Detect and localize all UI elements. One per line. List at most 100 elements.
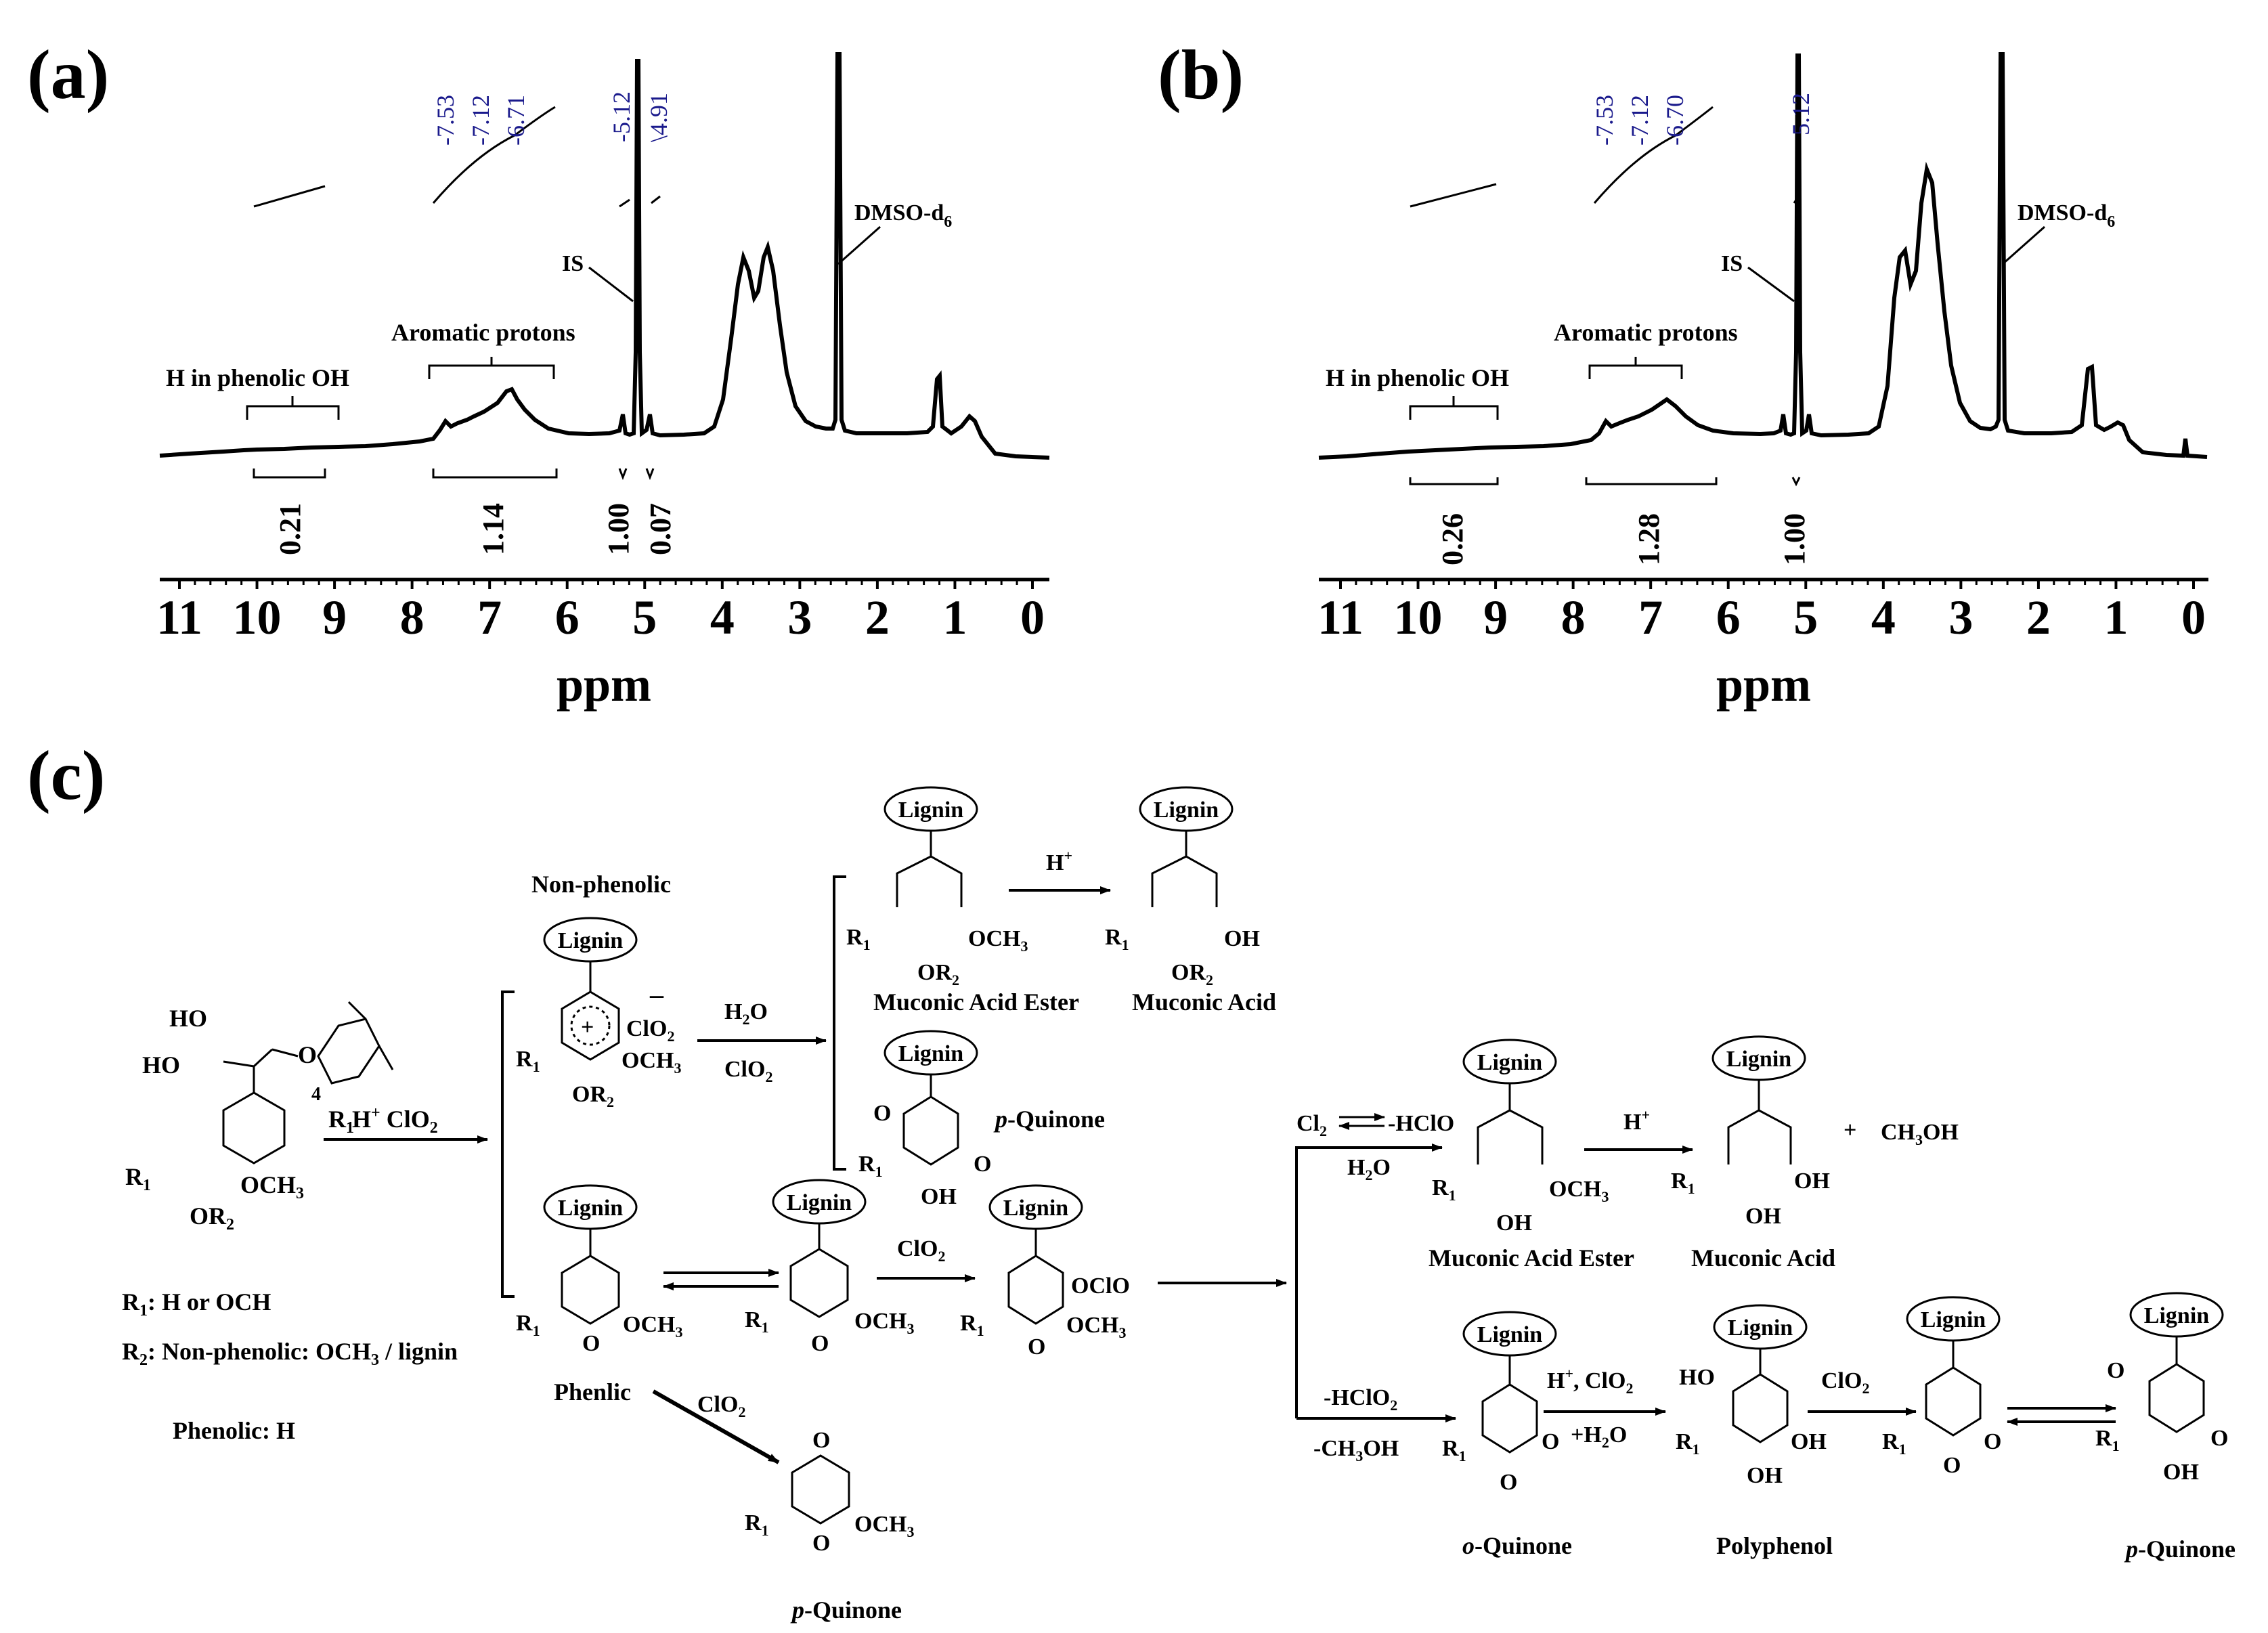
reagent-label: H2O [1347, 1155, 1391, 1183]
x-axis-label-b: ppm [1716, 657, 1811, 712]
integral-curve-b3 [1793, 196, 1800, 204]
r1-label: R1 [1442, 1436, 1466, 1464]
polyphenol-ring [1732, 1349, 1789, 1443]
panel-a: (a) -7.53 -7.12 -6.71 -5.12 \4.91 IS DMS… [27, 36, 1050, 712]
o-label: O [811, 1331, 829, 1356]
integral-value: 0.21 [274, 503, 307, 555]
clo2-label: ClO2 [626, 1016, 674, 1045]
x-tick-label: 11 [1317, 590, 1364, 645]
lignin-label: Lignin [1728, 1315, 1793, 1341]
r1-label: R1 [1676, 1429, 1700, 1458]
ho-label: HO [142, 1051, 180, 1079]
p-quinone-label: p-Quinone [993, 1106, 1105, 1133]
oh-label: OH [2163, 1460, 2199, 1485]
x-axis-label-a: ppm [557, 657, 651, 712]
dmso-label: DMSO-d6 [2018, 200, 2115, 231]
och3-label: OCH3 [1066, 1313, 1126, 1341]
integral-curve-a3 [619, 198, 630, 208]
x-tick-label: 8 [400, 590, 424, 645]
phenlic-label: Phenlic [554, 1378, 631, 1406]
och3-label: OCH3 [968, 926, 1028, 955]
x-tick-label: 6 [1716, 590, 1741, 645]
minus-label: – [649, 979, 664, 1009]
integral-value: 1.00 [1778, 513, 1811, 565]
or2-label: OR2 [572, 1082, 614, 1110]
phenolic-label: H in phenolic OH [1326, 364, 1509, 391]
och3-label: OCH3 [854, 1309, 914, 1337]
reagent-label: H+ [1623, 1106, 1650, 1135]
x-tick-label: 2 [865, 590, 890, 645]
x-tick-label: 9 [322, 590, 347, 645]
or2-label: OR2 [917, 960, 959, 988]
reagent-label: H+ [1046, 847, 1072, 875]
lignin-label: Lignin [787, 1190, 852, 1215]
lignin-label: Lignin [1726, 1047, 1791, 1072]
r1-label: R1 [328, 1106, 354, 1137]
nmr-spectrum-a [159, 52, 1050, 460]
peak-label: -5.12 [608, 91, 635, 142]
or2-label: OR2 [190, 1202, 234, 1234]
starting-lignin-dimer [222, 1001, 394, 1164]
integral-curve-a1 [253, 185, 326, 208]
panel-b: (b) -7.53 -7.12 -6.70 5.12 IS DMSO-d6 Ar… [1158, 36, 2208, 712]
muconic-acid-label: Muconic Acid [1691, 1244, 1835, 1271]
integral-value: 1.28 [1632, 513, 1665, 565]
bracket [501, 990, 515, 1298]
plus-label: + [581, 1015, 594, 1040]
x-tick-label: 7 [1638, 590, 1663, 645]
reagent-label: ClO2 [1821, 1368, 1869, 1397]
o-label: O [2107, 1358, 2124, 1383]
reagent-label: ClO2 [897, 1236, 945, 1265]
ch3oh-label: CH3OH [1881, 1120, 1959, 1148]
legend-phenolic: Phenolic: H [173, 1417, 295, 1444]
o-label: O [1542, 1429, 1559, 1454]
och3-label: OCH3 [621, 1048, 681, 1076]
o-label: O [873, 1101, 891, 1126]
integral-curve-a4 [651, 195, 661, 204]
dmso-leader [2002, 225, 2045, 265]
phenolic-bracket [246, 396, 340, 420]
oh-label: OH [1747, 1463, 1783, 1488]
lignin-label: Lignin [1154, 798, 1219, 823]
oh-label: OH [1745, 1204, 1781, 1229]
is-label: IS [1721, 251, 1743, 276]
och3-label: OCH3 [854, 1512, 914, 1540]
peak-label: -7.12 [1626, 95, 1653, 146]
o-label: O [2210, 1426, 2228, 1451]
r1-label: R1 [846, 925, 871, 953]
peak-label: -6.70 [1661, 95, 1688, 146]
peak-label: \4.91 [645, 93, 672, 142]
panel-b-label: (b) [1158, 36, 1244, 114]
x-tick-label: 4 [1871, 590, 1896, 645]
r1-label: R1 [1882, 1429, 1906, 1458]
dmso-label: DMSO-d6 [854, 200, 952, 231]
r1-label: R1 [858, 1152, 883, 1180]
is-leader [588, 266, 634, 303]
muconic-acid-structure [1727, 1080, 1792, 1164]
integral-bars-b [1409, 477, 1801, 487]
x-tick-label: 2 [2026, 590, 2051, 645]
r1-label: R1 [1432, 1175, 1456, 1204]
phenolic-bracket [1409, 396, 1499, 420]
integral-curve-b2 [1593, 106, 1714, 204]
peak-label: 5.12 [1787, 93, 1814, 135]
o-quinone-ring [1925, 1341, 1982, 1437]
aromatic-label: Aromatic protons [391, 319, 575, 346]
p-quinone-ring [902, 1074, 959, 1166]
panel-c: (c) HO HO O 4 R1 R1 OCH3 OR2 R1: H or OC… [27, 737, 2236, 1624]
muconic-acid-ester-label: Muconic Acid Ester [873, 988, 1079, 1016]
integral-value: 0.07 [644, 503, 677, 555]
o-quinone-ring [789, 1223, 849, 1318]
reagent-label: -CH3OH [1313, 1436, 1399, 1464]
oh-label: OH [1224, 926, 1260, 951]
reagent-label: -HClO [1388, 1111, 1454, 1136]
peak-label: -6.71 [502, 95, 529, 146]
polyphenol-label: Polyphenol [1716, 1532, 1833, 1559]
dmso-leader [837, 225, 881, 265]
ring-ocl [1007, 1229, 1064, 1325]
r1-label: R1 [516, 1311, 540, 1339]
o-label: O [974, 1152, 991, 1177]
reagent-label: +H2O [1571, 1422, 1627, 1451]
oh-label: OH [1496, 1211, 1532, 1236]
o-minus-label: O [582, 1331, 600, 1356]
